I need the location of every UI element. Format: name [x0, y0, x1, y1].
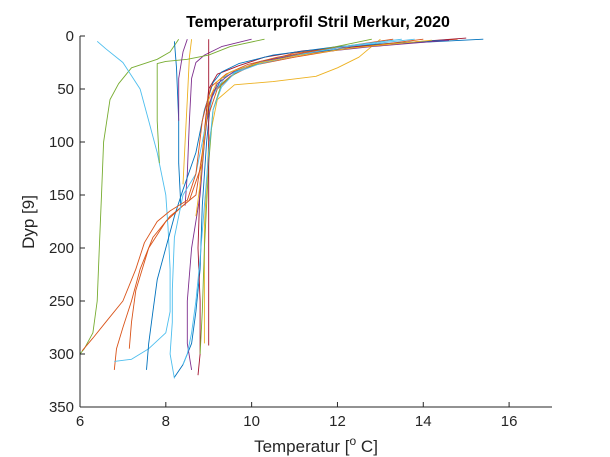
series-line-16	[81, 38, 394, 352]
x-axis-title-main: Temperatur [	[254, 437, 350, 456]
y-axis-title: Dyp [9]	[19, 195, 38, 249]
series-line-12	[186, 39, 450, 370]
y-tick-label: 100	[49, 134, 74, 151]
x-tick-label: 16	[501, 413, 518, 430]
y-tick-label: 150	[49, 187, 74, 204]
y-tick-label: 200	[49, 240, 74, 257]
chart-title: Temperaturprofil Stril Merkur, 2020	[186, 14, 450, 31]
series-line-19	[178, 39, 188, 121]
series-line-7	[197, 37, 467, 376]
x-tick-label: 6	[76, 413, 84, 430]
y-tick-label: 250	[49, 293, 74, 310]
series-line-5	[79, 38, 180, 355]
x-tick-label: 12	[329, 413, 346, 430]
series-line-8	[146, 39, 445, 370]
series-line-9	[128, 38, 424, 349]
series-line-3	[203, 38, 381, 344]
series-line-10	[199, 38, 372, 355]
series-line-4	[184, 38, 252, 206]
series-line-6	[96, 40, 171, 362]
x-tick-label: 10	[243, 413, 260, 430]
y-tick-label: 0	[66, 28, 74, 45]
x-axis-ticks: 6 8 10 12 14 16	[76, 402, 518, 430]
plot-area: 6 8 10 12 14 16 0 50 100 150 200 250 300 350	[49, 28, 552, 430]
x-tick-label: 14	[415, 413, 432, 430]
series-group	[79, 37, 484, 379]
series-line-15	[173, 41, 182, 206]
series-line-17	[156, 38, 265, 164]
axes	[79, 36, 552, 408]
y-axis-ticks: 0 50 100 150 200 250 300 350	[49, 28, 85, 416]
x-axis-title-end: C]	[356, 437, 378, 456]
x-axis-title-sup: o	[350, 434, 357, 448]
series-line-20	[195, 39, 432, 217]
x-axis-title: Temperatur [o C]	[254, 434, 378, 456]
y-tick-label: 350	[49, 399, 74, 416]
series-line-13	[182, 39, 193, 185]
series-line-2	[113, 38, 458, 370]
y-tick-label: 300	[49, 346, 74, 363]
x-tick-label: 8	[162, 413, 170, 430]
y-tick-label: 50	[57, 81, 74, 98]
